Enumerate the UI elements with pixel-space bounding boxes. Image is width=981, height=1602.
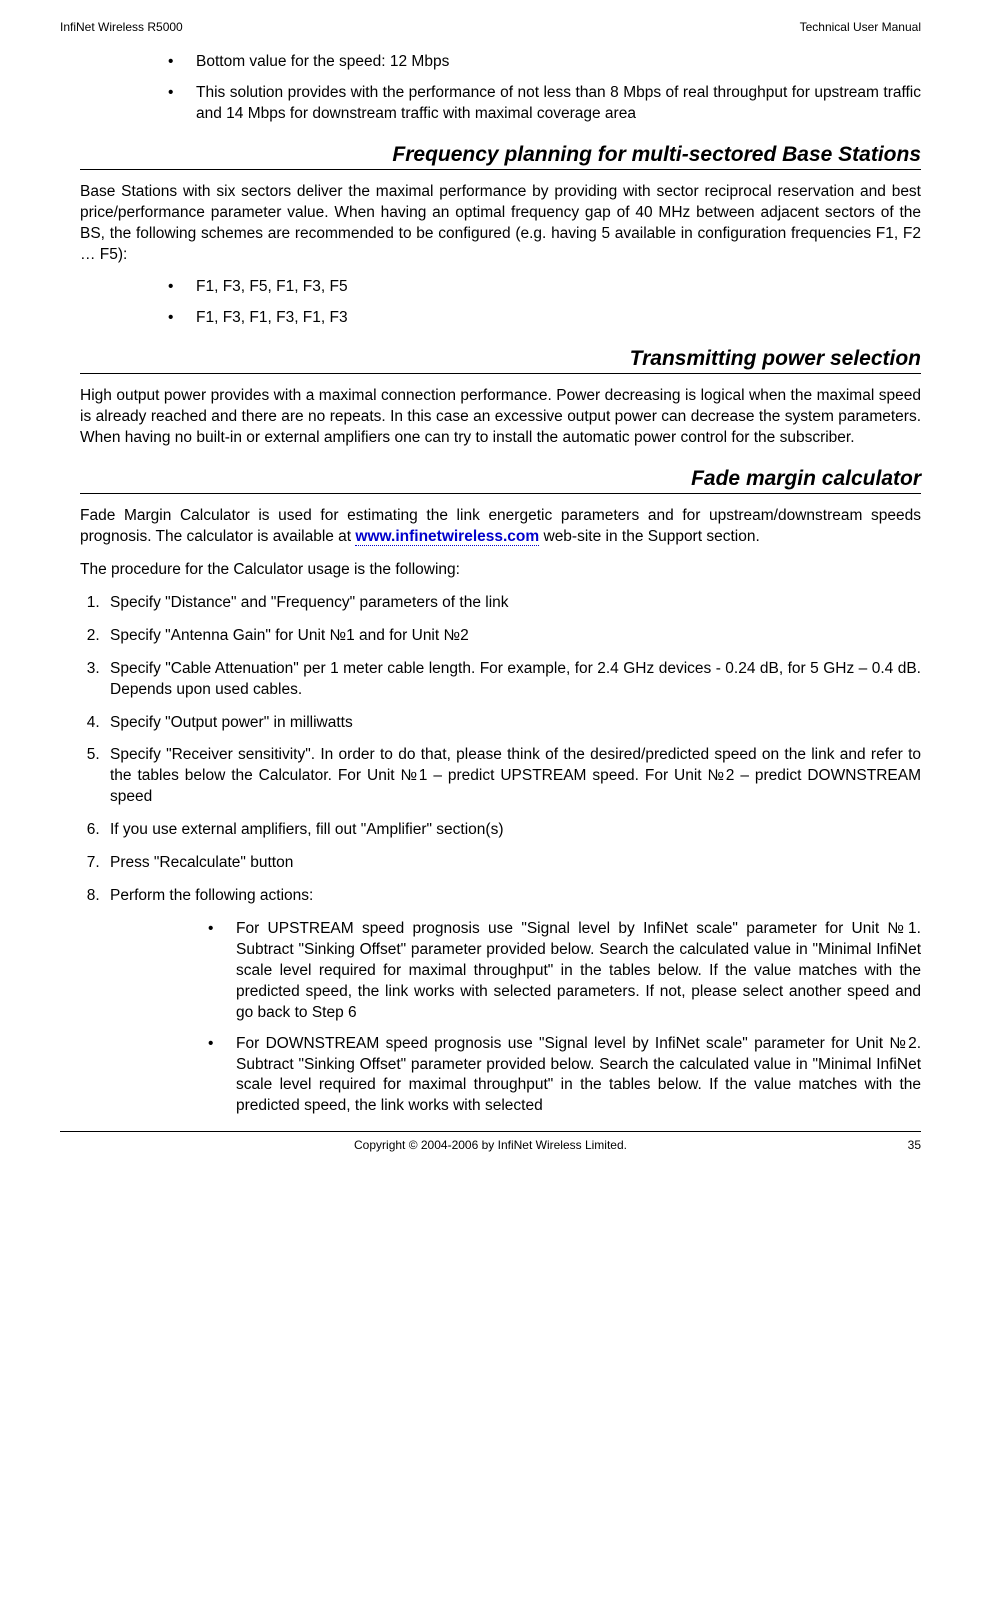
procedure-steps: Specify "Distance" and "Frequency" param…: [104, 593, 921, 907]
freq-schemes: F1, F3, F5, F1, F3, F5 F1, F3, F1, F3, F…: [60, 277, 921, 329]
list-item: For UPSTREAM speed prognosis use "Signal…: [208, 919, 921, 1024]
header-right: Technical User Manual: [800, 20, 921, 34]
intro-post: web-site in the Support section.: [539, 528, 760, 545]
page-footer: Copyright © 2004-2006 by InfiNet Wireles…: [60, 1131, 921, 1152]
procedure-intro: The procedure for the Calculator usage i…: [80, 560, 921, 581]
section1-intro: Base Stations with six sectors deliver t…: [80, 182, 921, 266]
section3-intro: Fade Margin Calculator is used for estim…: [80, 506, 921, 548]
list-item: Specify "Receiver sensitivity". In order…: [104, 745, 921, 808]
list-item: This solution provides with the performa…: [168, 83, 921, 125]
step8-subbullets: For UPSTREAM speed prognosis use "Signal…: [60, 919, 921, 1117]
list-item: If you use external amplifiers, fill out…: [104, 820, 921, 841]
section2-body: High output power provides with a maxima…: [80, 386, 921, 449]
footer-page-number: 35: [881, 1138, 921, 1152]
list-item: F1, F3, F5, F1, F3, F5: [168, 277, 921, 298]
list-item: For DOWNSTREAM speed prognosis use "Sign…: [208, 1034, 921, 1118]
list-item: F1, F3, F1, F3, F1, F3: [168, 308, 921, 329]
section-title-freq: Frequency planning for multi-sectored Ba…: [80, 143, 921, 170]
list-item: Perform the following actions:: [104, 886, 921, 907]
section-title-power: Transmitting power selection: [80, 347, 921, 374]
list-item: Specify "Output power" in milliwatts: [104, 713, 921, 734]
top-bullets: Bottom value for the speed: 12 Mbps This…: [60, 52, 921, 125]
infinet-link[interactable]: www.infinetwireless.com: [355, 528, 539, 546]
list-item: Specify "Antenna Gain" for Unit №1 and f…: [104, 626, 921, 647]
list-item: Bottom value for the speed: 12 Mbps: [168, 52, 921, 73]
footer-copyright: Copyright © 2004-2006 by InfiNet Wireles…: [100, 1138, 881, 1152]
header-left: InfiNet Wireless R5000: [60, 20, 183, 34]
list-item: Specify "Cable Attenuation" per 1 meter …: [104, 659, 921, 701]
list-item: Press "Recalculate" button: [104, 853, 921, 874]
page-header: InfiNet Wireless R5000 Technical User Ma…: [60, 20, 921, 34]
list-item: Specify "Distance" and "Frequency" param…: [104, 593, 921, 614]
section-title-fade: Fade margin calculator: [80, 467, 921, 494]
